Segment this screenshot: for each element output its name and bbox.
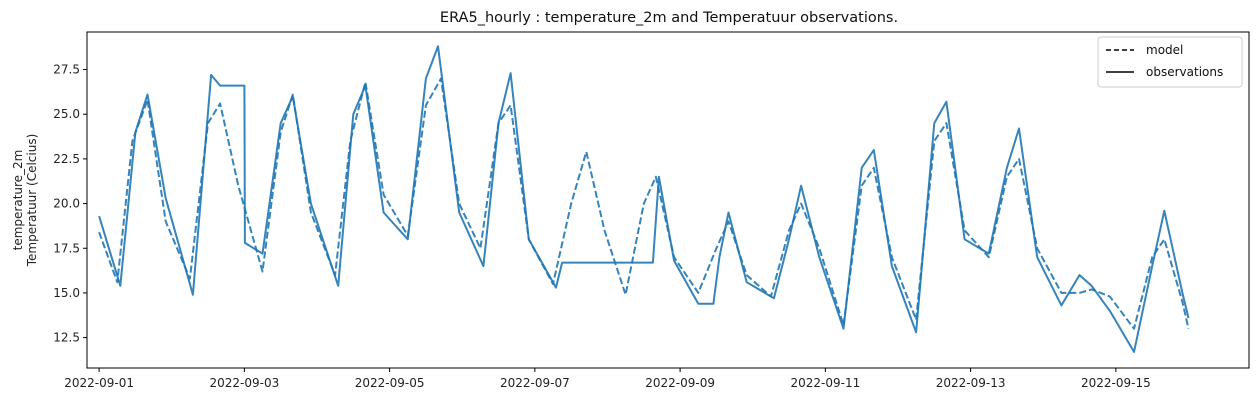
- plot-area: 2022-09-01 2022-09-03 2022-09-05 2022-09-07…: [53, 31, 1250, 390]
- series-line-observations: [98, 45, 1190, 353]
- legend: model observations: [1097, 36, 1243, 88]
- legend-model-label: model: [1146, 43, 1183, 57]
- series-line-model: [98, 77, 1190, 330]
- chart-title: ERA5_hourly : temperature_2m and Tempera…: [440, 10, 898, 26]
- x-axis: 2022-09-01 2022-09-03 2022-09-05 2022-09-07…: [64, 368, 1151, 390]
- y-tick-label: 12.5: [53, 331, 80, 345]
- series-layer: [98, 45, 1190, 353]
- y-tick-label: 20.0: [53, 197, 80, 211]
- y-axis: 12.5 15.0 17.5 20.0 22.5 25.0 27.5: [53, 63, 87, 345]
- y-axis-title: temperature_2m Temperatuur (Celcius): [11, 134, 39, 268]
- y-axis-title-line1: temperature_2m: [11, 150, 25, 251]
- x-tick-label: 2022-09-11: [790, 376, 860, 390]
- plot-frame: [86, 31, 1250, 369]
- x-tick-label: 2022-09-09: [645, 376, 715, 390]
- y-tick-label: 22.5: [53, 152, 80, 166]
- x-tick-label: 2022-09-05: [355, 376, 425, 390]
- y-tick-label: 17.5: [53, 241, 80, 255]
- y-tick-label: 25.0: [53, 107, 80, 121]
- x-tick-label: 2022-09-13: [936, 376, 1006, 390]
- legend-observations-label: observations: [1146, 65, 1223, 79]
- x-tick-label: 2022-09-01: [64, 376, 134, 390]
- y-axis-title-line2: Temperatuur (Celcius): [25, 134, 39, 268]
- y-tick-label: 15.0: [53, 286, 80, 300]
- x-tick-label: 2022-09-15: [1081, 376, 1151, 390]
- x-tick-label: 2022-09-07: [500, 376, 570, 390]
- y-tick-label: 27.5: [53, 63, 80, 77]
- x-tick-label: 2022-09-03: [209, 376, 279, 390]
